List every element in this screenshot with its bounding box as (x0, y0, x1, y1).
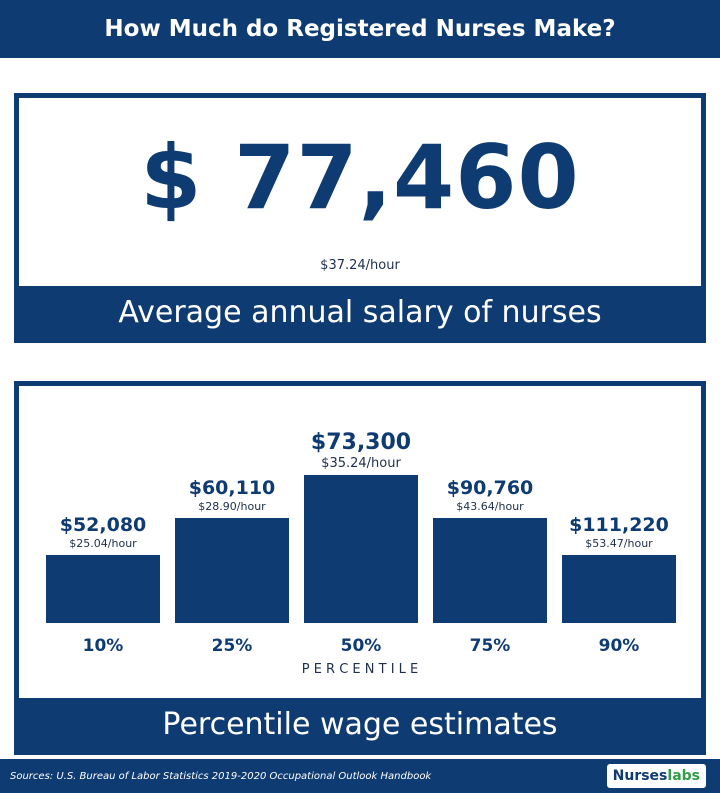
category-label: 75% (470, 636, 511, 656)
average-salary-panel: $ 77,460 $37.24/hour Average annual sala… (14, 93, 706, 343)
x-axis-label: P E R C E N T I L E (302, 662, 419, 677)
bar-25pct (175, 518, 289, 623)
value-label: $73,300 (311, 430, 411, 455)
hourly-wage-value: $37.24/hour (320, 258, 400, 273)
hourly-label: $53.47/hour (585, 537, 653, 550)
value-label: $52,080 (60, 514, 147, 536)
percentile-caption: Percentile wage estimates (19, 698, 701, 750)
value-label: $111,220 (569, 514, 669, 536)
sources-text: Sources: U.S. Bureau of Labor Statistics… (10, 770, 432, 782)
percentile-panel: $52,080 $25.04/hour 10% $60,110 $28.90/hour 2… (14, 381, 706, 755)
bar-10pct (46, 555, 160, 623)
annual-salary-value: $ 77,460 (140, 126, 580, 229)
nurseslabs-logo: Nurseslabs (606, 764, 706, 788)
sources-footer: Sources: U.S. Bureau of Labor Statistics… (0, 759, 720, 793)
hourly-label: $35.24/hour (321, 456, 401, 471)
hourly-label: $25.04/hour (69, 537, 137, 550)
category-label: 90% (599, 636, 640, 656)
value-label: $90,760 (447, 477, 534, 499)
value-label: $60,110 (189, 477, 276, 499)
category-label: 25% (212, 636, 253, 656)
bar-50pct (304, 475, 418, 623)
hourly-label: $28.90/hour (198, 500, 266, 513)
percentile-bar-chart: $52,080$25.04/hour 10% $60,110$28.90/hour 2… (46, 430, 676, 677)
average-salary-caption: Average annual salary of nurses (19, 286, 701, 338)
page-title: How Much do Registered Nurses Make? (0, 0, 720, 58)
category-label: 50% (341, 636, 382, 656)
category-label: 10% (83, 636, 124, 656)
hourly-label: $43.64/hour (456, 500, 524, 513)
bar-75pct (433, 518, 547, 623)
bar-90pct (562, 555, 676, 623)
